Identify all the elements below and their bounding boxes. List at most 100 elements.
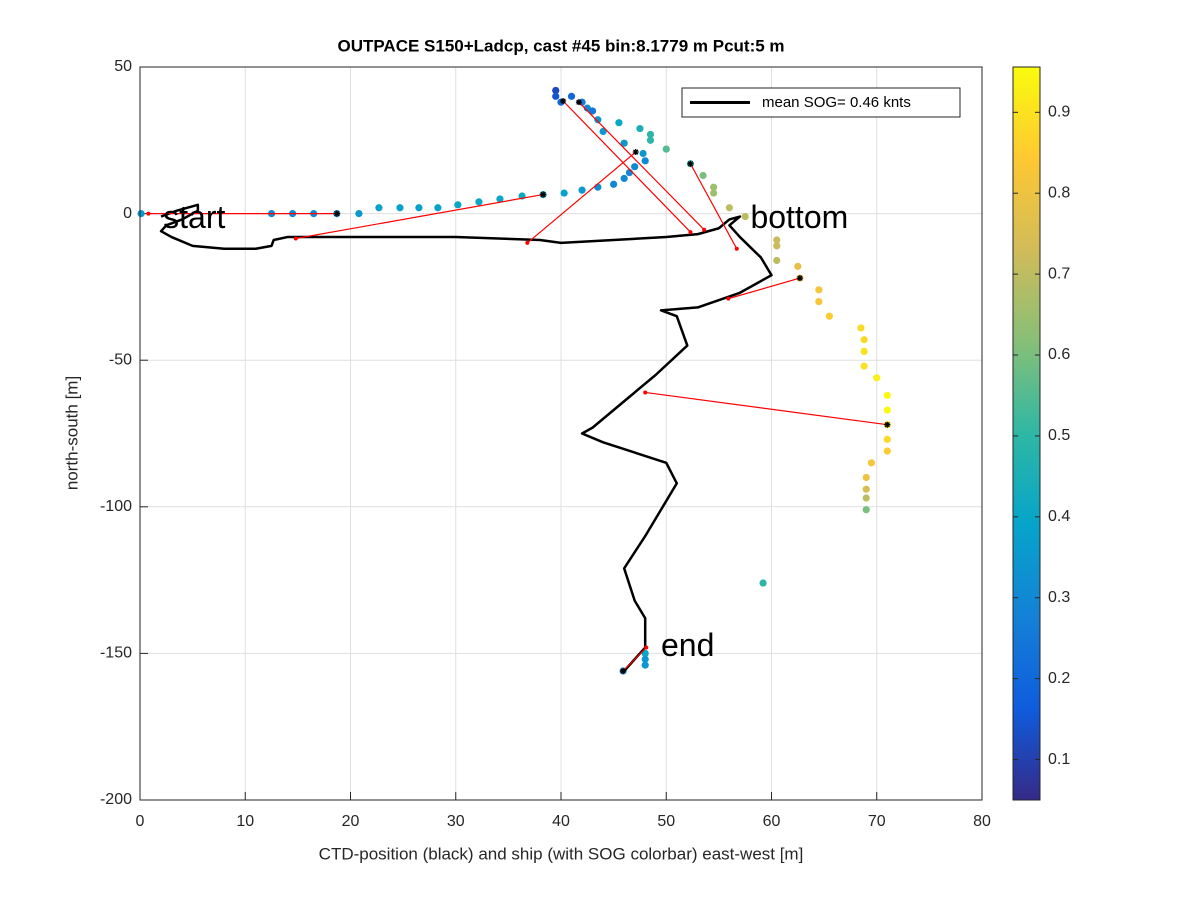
ship-point [578, 186, 586, 194]
annotation: bottom [750, 199, 848, 235]
ship-point [137, 210, 145, 218]
link-line [645, 391, 888, 426]
link-line [295, 193, 544, 240]
y-tick-label: 0 [123, 205, 132, 222]
ship-star [884, 421, 891, 428]
ctd-track [159, 203, 773, 672]
x-tick-label: 50 [657, 813, 675, 830]
ship-point [641, 649, 649, 658]
colorbar [1012, 66, 1041, 801]
ship-point [860, 347, 868, 356]
y-tick-label: 50 [114, 58, 132, 75]
ship-star [540, 191, 547, 198]
ship-point [610, 180, 618, 188]
ship-star [575, 99, 582, 106]
chart-title: OUTPACE S150+Ladcp, cast #45 bin:8.1779 … [337, 36, 784, 55]
ship-star [687, 160, 694, 167]
ctd-point [293, 236, 298, 241]
ship-point [773, 256, 781, 265]
legend-label: mean SOG= 0.46 knts [762, 94, 911, 111]
y-tick-label: -150 [100, 645, 132, 662]
ctd-point [702, 227, 707, 232]
ship-point [583, 104, 591, 112]
ship-point [883, 435, 891, 443]
ship-point [862, 473, 870, 482]
link-line [689, 163, 738, 250]
ship-point [641, 157, 649, 165]
ctd-point [146, 211, 151, 216]
colorbar-tick-label: 0.5 [1048, 427, 1070, 444]
colorbar-tick-label: 0.6 [1048, 346, 1070, 363]
link-line [622, 647, 647, 672]
ship-star [333, 210, 340, 217]
annotation: start [163, 199, 225, 235]
ship-point [620, 174, 628, 183]
ship-point [883, 391, 891, 399]
ship-point [862, 485, 870, 493]
ship-point [641, 661, 649, 669]
x-tick-label: 20 [342, 813, 360, 830]
ship-point [475, 198, 483, 206]
ship-point [862, 494, 870, 502]
colorbar-tick-label: 0.7 [1048, 265, 1070, 282]
link-line [562, 100, 691, 233]
ship-point [641, 655, 649, 663]
ship-point [594, 183, 602, 191]
ship-point [815, 297, 823, 306]
ctd-point [525, 240, 530, 245]
ship-point [873, 374, 881, 382]
ship-point [454, 201, 462, 209]
ship-point [415, 204, 423, 212]
ship-point [867, 459, 876, 467]
ship-point [825, 312, 833, 320]
ship-star [620, 667, 627, 674]
ship-point [759, 579, 767, 587]
y-tick-label: -100 [100, 498, 132, 515]
ship-point [646, 136, 655, 144]
ship-point [710, 183, 718, 191]
ship-star [560, 98, 567, 105]
ship-point [860, 336, 868, 344]
ship-point [639, 149, 647, 158]
ship-point [741, 212, 749, 221]
ship-point [496, 195, 504, 203]
ship-point [646, 130, 655, 139]
ship-point [857, 324, 865, 332]
ship-point [588, 107, 597, 115]
colorbar-tick-label: 0.9 [1048, 104, 1070, 121]
x-tick-label: 0 [136, 813, 145, 830]
y-axis-label: north-south [m] [62, 376, 81, 490]
ship-point [860, 362, 868, 370]
ship-point [396, 204, 404, 212]
ship-point [567, 92, 576, 100]
ship-point [434, 204, 442, 212]
x-tick-label: 30 [447, 813, 465, 830]
link-line [578, 101, 705, 231]
ship-point [773, 242, 781, 250]
colorbar-tick-label: 0.8 [1048, 184, 1070, 201]
x-axis-label: CTD-position (black) and ship (with SOG … [319, 844, 804, 863]
ctd-point [644, 645, 649, 650]
colorbar-tick-label: 0.1 [1048, 751, 1070, 768]
ctd-point [688, 230, 693, 235]
y-tick-label: -200 [100, 791, 132, 808]
ship-point [355, 210, 363, 218]
ship-point [552, 86, 560, 95]
ship-point [710, 189, 718, 197]
x-tick-label: 60 [763, 813, 781, 830]
colorbar-tick-label: 0.3 [1048, 589, 1070, 606]
y-tick-label: -50 [109, 351, 132, 368]
x-tick-label: 80 [973, 813, 991, 830]
colorbar-tick-label: 0.2 [1048, 670, 1070, 687]
ctd-point [643, 390, 648, 395]
ship-point [773, 236, 781, 244]
x-tick-label: 10 [236, 813, 254, 830]
ship-point [375, 204, 383, 212]
ship-point [552, 92, 560, 100]
link-line [526, 151, 637, 244]
ship-point [725, 204, 734, 212]
link-line [728, 277, 801, 300]
ship-point [594, 116, 602, 124]
